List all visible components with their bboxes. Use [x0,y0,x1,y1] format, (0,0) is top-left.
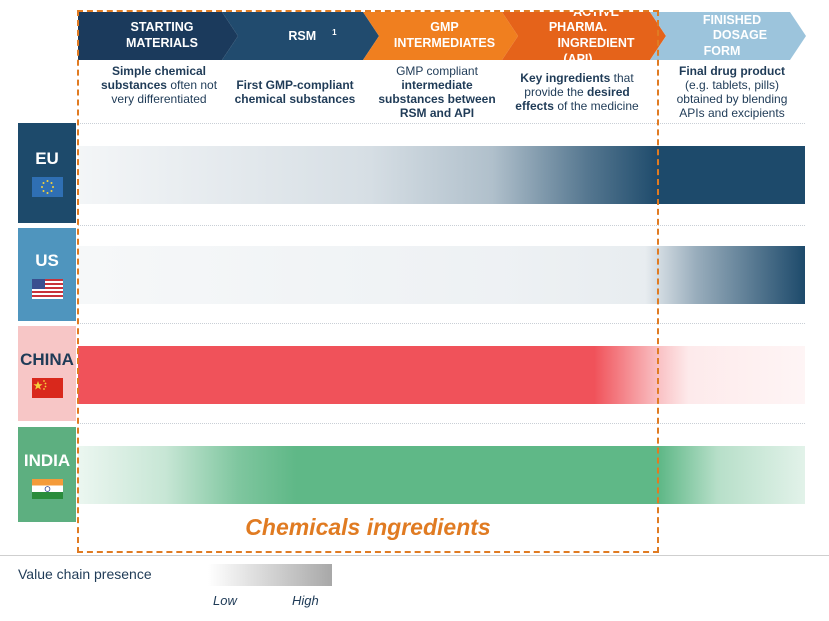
legend-gradient [208,564,332,586]
desc-text: effects [515,99,554,113]
desc-text: GMP compliant [396,64,478,78]
desc-text: chemical substances [234,92,356,106]
desc-text: desired [587,85,630,99]
country-name: INDIA [23,450,71,470]
desc-text: that [610,71,634,85]
desc-starting-materials: Simple chemical substances often not ver… [84,64,234,106]
stage-label: INTERMEDIATES [393,36,496,50]
country-india: INDIA [18,427,76,522]
stage-label: DOSAGE FORM [703,28,768,58]
row-divider [78,323,805,324]
stage-label: GMP [430,20,459,35]
stage-api: ACTIVE PHARMA. INGREDIENT (API) [502,12,666,60]
bar-china [78,346,805,404]
desc-text: First GMP-compliant [236,78,354,92]
desc-text: intermediate [401,78,473,92]
country-china: CHINA [18,326,76,421]
desc-text: substances [100,78,167,92]
stage-starting-materials: STARTING MATERIALS [78,12,238,60]
legend-divider [0,555,829,556]
stage-label: RSM [288,28,317,43]
stage-label: STARTING [130,20,194,35]
us-flag-icon [31,278,63,299]
chemicals-ingredients-label: Chemicals ingredients [245,514,491,540]
desc-text: Simple chemical [111,64,207,78]
stage-finished-dosage-form: FINISHED DOSAGE FORM [650,12,806,60]
eu-flag-icon [31,177,63,197]
desc-gmp-intermediates: GMP compliant intermediate substances be… [366,64,508,120]
desc-text: Final drug product [679,64,785,78]
desc-text: substances between [378,92,496,106]
desc-text: often not [166,78,218,92]
desc-text: RSM and API [399,106,475,120]
country-us: US [18,228,76,321]
desc-api: Key ingredients that provide the desired… [501,71,653,113]
bar-us [78,246,805,304]
india-flag-icon [31,478,63,499]
desc-text: provide the [524,85,588,99]
desc-text: Key ingredients [520,71,611,85]
stage-gmp-intermediates: GMP INTERMEDIATES [363,12,518,60]
country-name: US [35,250,59,270]
desc-text: very differentiated [111,92,207,106]
desc-text: of the medicine [553,99,639,113]
chemicals-ingredients-box [77,10,659,553]
country-eu: EU [18,123,76,223]
desc-finished-dosage-form: Final drug product (e.g. tablets, pills)… [657,64,807,120]
china-flag-icon [31,377,63,398]
country-name: CHINA [20,349,74,369]
us-flag-canton [31,278,45,289]
legend-label: Value chain presence [18,566,152,582]
desc-text: APIs and excipients [679,106,785,120]
row-divider [78,423,805,424]
row-divider [78,225,805,226]
stage-label: FINISHED [702,12,762,27]
legend-low-label: Low [213,593,237,608]
bar-india [78,446,805,504]
stage-superscript: 1 [332,27,337,37]
bar-eu [78,146,805,204]
stage-rsm: RSM 1 [222,12,379,60]
country-name: EU [35,149,59,168]
legend-high-label: High [292,593,319,608]
desc-rsm: First GMP-compliant chemical substances [224,78,366,106]
stage-label: MATERIALS [126,36,198,50]
row-divider [78,123,805,124]
desc-text: obtained by blending [676,92,788,106]
desc-text: (e.g. tablets, pills) [684,78,780,92]
